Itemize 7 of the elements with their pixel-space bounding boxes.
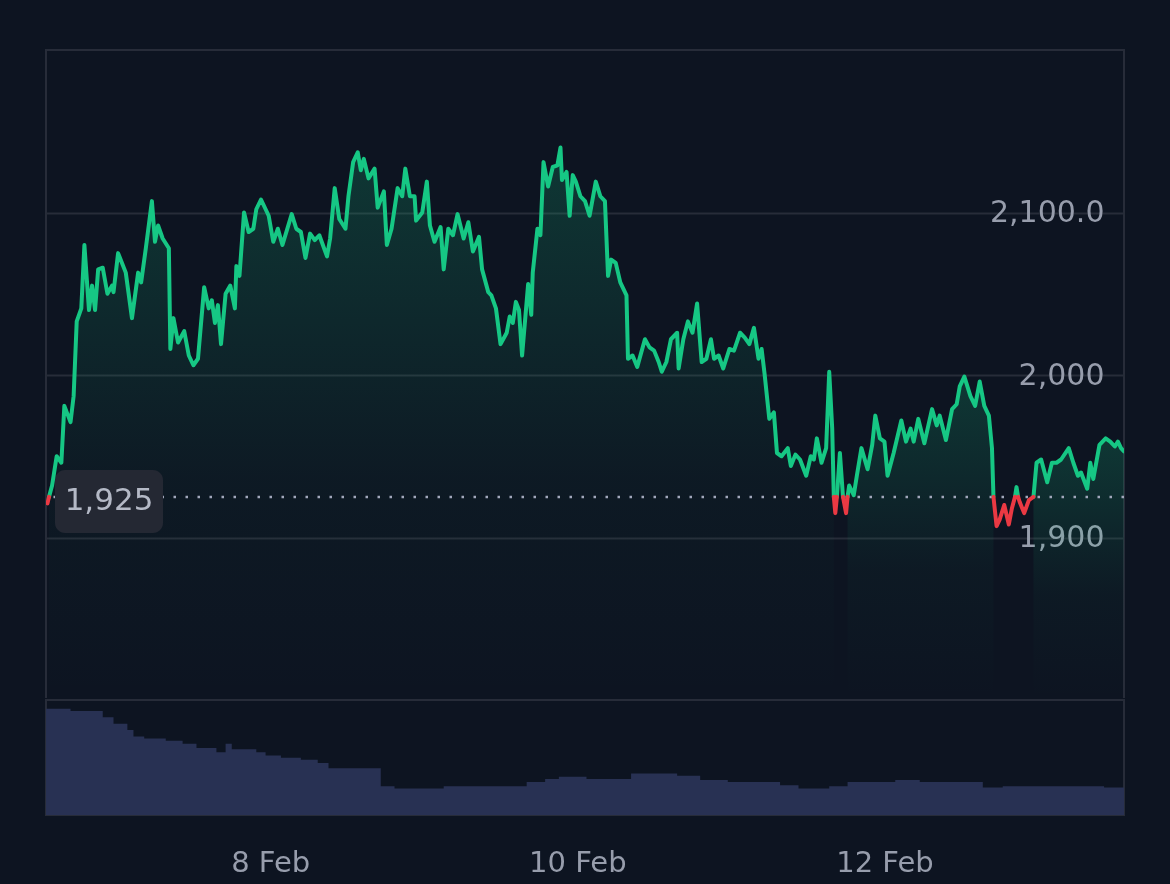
- x-tick-label: 8 Feb: [231, 844, 311, 879]
- y-tick-label: 2,000: [1018, 356, 1105, 392]
- ref-line-label: 1,925: [64, 480, 154, 517]
- x-tick-label: 10 Feb: [529, 844, 627, 879]
- y-tick-label: 2,100.0: [989, 194, 1105, 229]
- x-tick-label: 12 Feb: [836, 844, 934, 879]
- y-tick-label: 1,900: [1018, 519, 1105, 554]
